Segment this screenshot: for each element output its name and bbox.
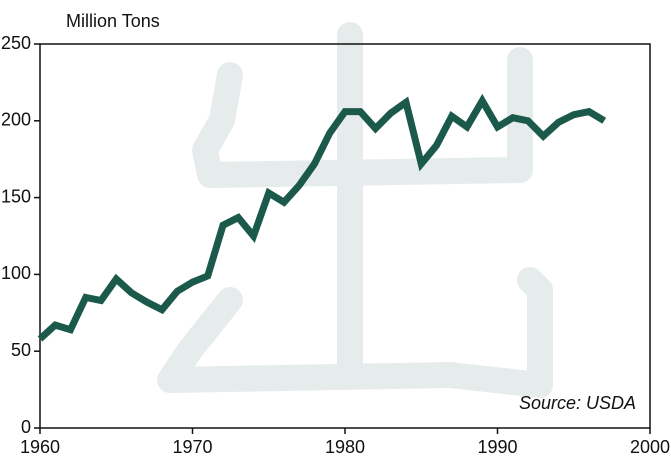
y-tick-label: 0	[21, 417, 31, 437]
y-tick-label: 200	[1, 110, 31, 130]
watermark	[170, 35, 540, 385]
annotation: Source: USDA	[519, 393, 636, 413]
x-tick-label: 1980	[325, 437, 365, 457]
x-tick-label: 2000	[630, 437, 670, 457]
y-tick-label: 100	[1, 263, 31, 283]
page: {"chart_data": {"type": "line", "y_label…	[0, 0, 671, 466]
y-tick-label: 150	[1, 186, 31, 206]
y-axis-label: Million Tons	[66, 11, 160, 31]
chart: Million Tons Source: USDA 0 50 100 150 200 25…	[0, 0, 671, 466]
y-tick-label: 50	[11, 340, 31, 360]
x-tick-label: 1990	[477, 437, 517, 457]
y-tick-label: 250	[1, 33, 31, 53]
x-tick-label: 1960	[20, 437, 60, 457]
x-tick-label: 1970	[172, 437, 212, 457]
